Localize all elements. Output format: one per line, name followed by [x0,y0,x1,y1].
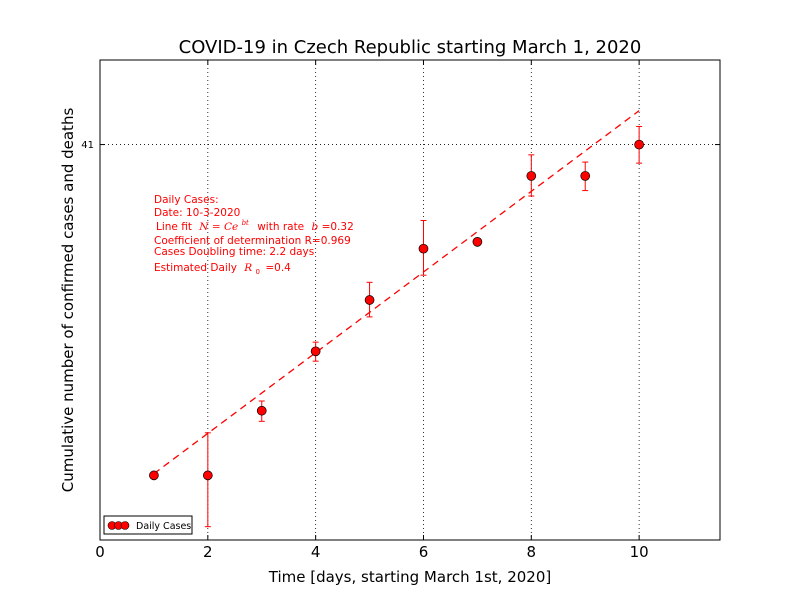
data-point [526,171,537,181]
annotation-r0-label: Estimated Daily [154,262,237,274]
data-point [634,139,644,150]
chart-title: COVID-19 in Czech Republic starting Marc… [179,37,642,58]
annotation-line-6: Estimated Daily R 0 =0.4 [154,262,291,277]
annotation-rate-value: =0.32 [322,221,354,233]
annotation-line-2: Date: 10-3-2020 [154,207,240,219]
data-point [580,171,591,181]
annotation-line-3: Line fit N = Ce bt with rate b =0.32 [156,216,354,233]
x-tick-label: 10 [630,543,649,561]
annotation-r0-value: =0.4 [265,262,291,274]
annotation-text: Daily Cases: Date: 10-3-2020 Line fit N … [154,194,354,277]
plot-frame [99,59,721,541]
data-point [202,470,213,481]
annotation-formula-exponent: bt [242,219,249,227]
data-point [256,405,267,416]
x-tick-labels: 0 2 4 6 8 10 [95,543,648,561]
data-points [149,139,644,481]
data-point [472,237,483,247]
annotation-rate-label: with rate [257,221,304,233]
legend-label: Daily Cases [136,521,191,532]
annotation-line-5: Cases Doubling time: 2.2 days [154,246,314,258]
annotation-r0-subscript: 0 [256,268,260,276]
x-axis-label: Time [days, starting March 1st, 2020] [268,568,551,586]
annotation-line-1: Daily Cases: [154,194,219,206]
x-tick-label: 8 [527,543,537,561]
annotation-r0-symbol: R [243,262,252,274]
x-tick-label: 6 [419,543,429,561]
x-tick-label: 2 [203,543,213,561]
fit-line-group [153,110,640,475]
annotation-formula: N = Ce [198,221,238,233]
y-axis-label: Cumulative number of confirmed cases and… [59,108,77,493]
fit-line [153,110,640,475]
plot-area [100,60,720,540]
annotation-line-4: Coefficient of determination R=0.969 [154,235,351,247]
legend-marker [120,521,130,530]
data-point [364,295,375,305]
axis-ticks [99,60,720,540]
data-point [149,470,159,481]
data-point [418,243,429,254]
data-point [310,346,321,357]
x-tick-label: 4 [311,543,321,561]
legend: Daily Cases [103,515,193,535]
y-tick-label: 41 [81,140,94,151]
annotation-rate-symbol: b [312,221,319,233]
annotation-line-fit-label: Line fit [156,221,192,233]
y-tick-labels: 41 [81,140,94,151]
x-tick-label: 0 [95,543,105,561]
